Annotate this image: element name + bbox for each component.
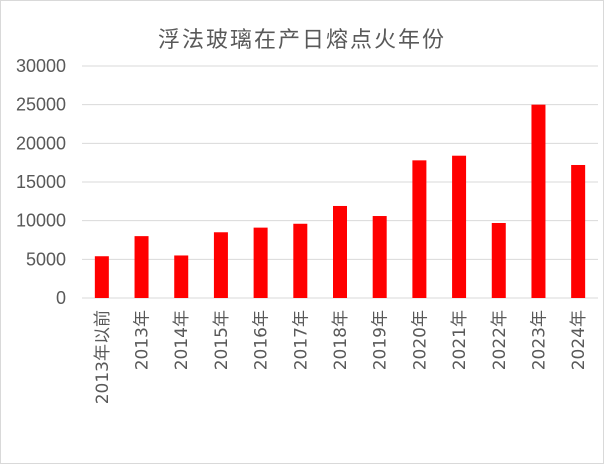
bar	[452, 155, 467, 298]
x-tick-label: 2016年	[252, 310, 272, 370]
bar	[213, 232, 228, 298]
bar	[531, 104, 546, 299]
x-tick-label: 2020年	[410, 310, 430, 370]
y-axis-ticks: 0 5000 10000 15000 20000 25000 30000	[16, 56, 66, 308]
x-tick-label: 2021年	[450, 310, 470, 370]
bars	[94, 104, 586, 299]
x-tick-label: 2018年	[331, 310, 351, 370]
bar	[134, 236, 149, 298]
bar	[412, 160, 427, 298]
bar	[571, 164, 586, 298]
x-axis-labels: 2013年以前 2013年 2014年 2015年 2016年 2017年 2018年 201…	[93, 310, 589, 404]
y-tick-label: 5000	[26, 249, 66, 269]
x-tick-label: 2019年	[371, 310, 391, 370]
y-tick-label: 25000	[16, 95, 66, 115]
x-tick-label: 2015年	[212, 310, 232, 370]
y-tick-label: 30000	[16, 56, 66, 76]
bar	[333, 205, 347, 298]
x-tick-label: 2014年	[172, 310, 192, 370]
bar	[491, 222, 506, 298]
bar	[293, 223, 308, 298]
bar	[94, 256, 109, 298]
y-tick-label: 10000	[16, 211, 66, 231]
y-tick-label: 20000	[16, 133, 66, 153]
x-tick-label: 2017年	[291, 310, 311, 370]
x-tick-label: 2023年	[529, 310, 549, 370]
bar	[253, 227, 268, 298]
y-tick-label: 15000	[16, 172, 66, 192]
y-tick-label: 0	[56, 288, 66, 308]
x-tick-label: 2013年以前	[93, 310, 113, 404]
x-tick-label: 2022年	[490, 310, 510, 370]
x-tick-label: 2013年	[133, 310, 153, 370]
chart-title: 浮法玻璃在产日熔点火年份	[157, 28, 446, 53]
bar	[372, 216, 387, 298]
bar	[174, 255, 189, 298]
x-tick-label: 2024年	[569, 310, 589, 370]
